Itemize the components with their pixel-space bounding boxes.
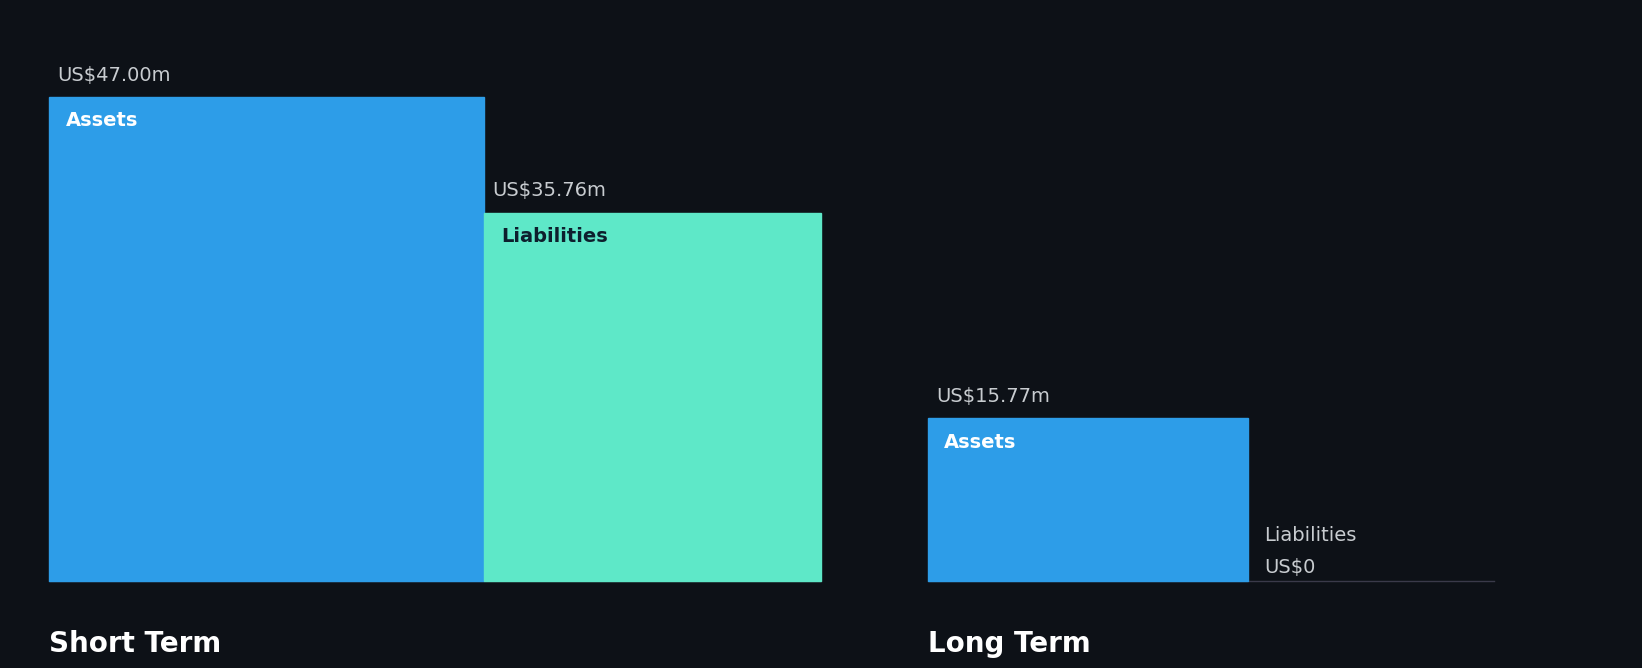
Text: US$47.00m: US$47.00m [57, 65, 171, 85]
Bar [484, 212, 821, 581]
Bar [49, 97, 484, 581]
Text: Liabilities: Liabilities [1264, 526, 1356, 544]
Text: US$0: US$0 [1264, 558, 1315, 577]
Text: Assets: Assets [944, 433, 1016, 452]
Text: Liabilities: Liabilities [501, 227, 608, 246]
Bar [928, 418, 1248, 581]
Text: US$35.76m: US$35.76m [493, 182, 606, 200]
Text: Long Term: Long Term [928, 631, 1090, 659]
Text: Assets: Assets [66, 112, 138, 130]
Text: Short Term: Short Term [49, 631, 222, 659]
Text: US$15.77m: US$15.77m [936, 387, 1049, 406]
